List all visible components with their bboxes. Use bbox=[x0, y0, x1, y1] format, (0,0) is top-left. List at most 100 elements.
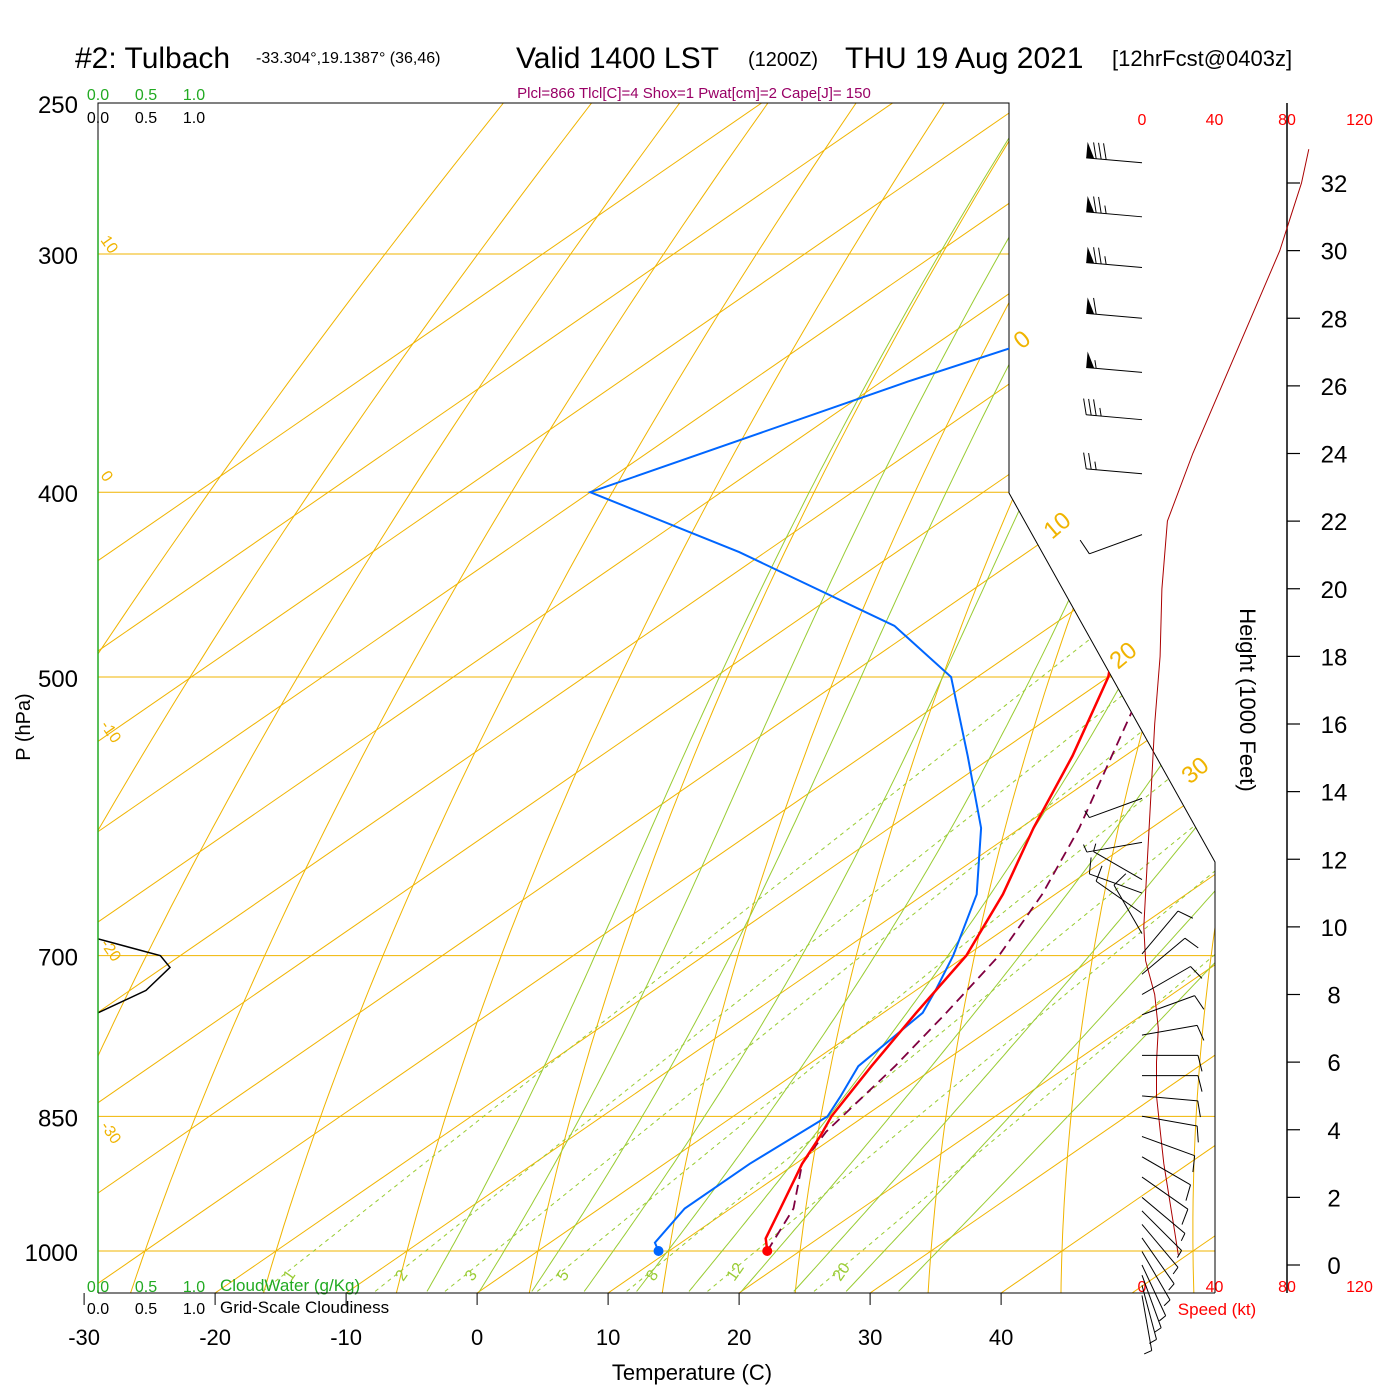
x-tick-label: 30 bbox=[858, 1325, 882, 1350]
mixing-ratio-line bbox=[707, 491, 1215, 1292]
height-tick-label: 0 bbox=[1327, 1253, 1340, 1280]
wind-barb-half-feather bbox=[1180, 1233, 1186, 1242]
wind-barb-feather bbox=[1093, 297, 1097, 315]
wind-barb-staff bbox=[1141, 995, 1195, 1016]
wind-barb-feather bbox=[1098, 142, 1102, 160]
wind-barb bbox=[1141, 1115, 1199, 1143]
wind-barb bbox=[1086, 141, 1143, 164]
wind-barb-half-feather bbox=[1172, 1267, 1179, 1275]
isotherm-line bbox=[98, 103, 1215, 1293]
wind-barb-feather bbox=[1190, 966, 1203, 979]
wind-barb-feather bbox=[1088, 857, 1092, 874]
wind-barb bbox=[1086, 351, 1143, 373]
wind-barb bbox=[1141, 1210, 1183, 1258]
pressure-tick-label: 400 bbox=[38, 481, 78, 508]
height-tick-label: 22 bbox=[1321, 509, 1348, 536]
speed-profile-line bbox=[1143, 149, 1310, 1255]
speed-tick-bottom: 80 bbox=[1278, 1279, 1296, 1296]
dry-adiabat-label: -30 bbox=[97, 1119, 124, 1148]
dry-adiabat-label: -10 bbox=[97, 718, 124, 747]
mixing-ratio-line bbox=[626, 491, 1215, 1292]
isotherm-line bbox=[98, 103, 1215, 1293]
wind-barb bbox=[1093, 843, 1143, 880]
x-tick-label: -30 bbox=[68, 1325, 100, 1350]
wind-barb-half-feather bbox=[1094, 461, 1097, 470]
dry-adiabat-label: -20 bbox=[97, 936, 124, 965]
isotherm-line bbox=[476, 103, 1215, 1293]
wind-panel: 0246810121416182022242628303200404080801… bbox=[1079, 103, 1373, 1355]
cloudiness-line bbox=[98, 938, 172, 1014]
wind-barb-flag bbox=[1086, 141, 1095, 159]
cloudiness-scale-top: 0.5 bbox=[135, 110, 157, 127]
wind-barb-flag bbox=[1086, 297, 1095, 315]
wind-barb bbox=[1141, 1176, 1189, 1225]
wind-barb-staff bbox=[1141, 1156, 1191, 1186]
wind-barb-half-feather bbox=[1104, 256, 1107, 265]
wind-barb-feather bbox=[1196, 1025, 1205, 1041]
height-tick-label: 10 bbox=[1321, 915, 1348, 942]
wind-barb-feather bbox=[1113, 873, 1127, 886]
wind-barb-feather bbox=[1197, 1100, 1201, 1118]
wind-barb-staff bbox=[1141, 1210, 1182, 1251]
wind-barb-staff bbox=[1086, 312, 1143, 319]
wind-barb-staff bbox=[1086, 262, 1143, 269]
moist-adiabat-line bbox=[583, 103, 1215, 1292]
y-axis-label: P (hPa) bbox=[13, 693, 35, 760]
isotherm-line bbox=[98, 103, 1215, 1293]
wind-barb-staff bbox=[1095, 880, 1143, 914]
dry-adiabat-line bbox=[98, 103, 822, 1293]
speed-tick-bottom: 0 bbox=[1138, 1279, 1147, 1296]
wind-barb bbox=[1141, 1136, 1196, 1173]
plot-outline bbox=[97, 102, 1216, 1293]
isotherm-line bbox=[98, 103, 1215, 1293]
height-axis-label: Height (1000 Feet) bbox=[1235, 608, 1260, 791]
indices-text: Plcl=866 Tlcl[C]=4 Shox=1 Pwat[cm]=2 Cap… bbox=[517, 85, 871, 102]
valid-time: Valid 1400 LST bbox=[516, 42, 719, 75]
speed-tick-bottom: 40 bbox=[1206, 1279, 1224, 1296]
wind-barb bbox=[1141, 1274, 1162, 1333]
dry-adiabat-line bbox=[118, 103, 904, 1293]
isotherm-line bbox=[98, 103, 1215, 1293]
wind-barb bbox=[1079, 534, 1143, 555]
wind-barb-half-feather bbox=[1099, 407, 1102, 417]
mixing-ratio-label: 12 bbox=[724, 1260, 748, 1284]
cloudiness-legend: Grid-Scale Cloudiness bbox=[220, 1298, 389, 1317]
pressure-tick-label: 1000 bbox=[25, 1240, 78, 1267]
cloudiness-scale-bottom: 1.0 bbox=[183, 1301, 205, 1318]
wind-barb-half-feather bbox=[1143, 1350, 1152, 1355]
moist-adiabat-line bbox=[688, 103, 1215, 1292]
wind-barb-feather bbox=[1098, 247, 1102, 265]
location-text: -33.304°,19.1387° (36,46) bbox=[256, 50, 440, 67]
x-tick-label: -10 bbox=[330, 1325, 362, 1350]
wind-barb-feather bbox=[1088, 398, 1092, 416]
dry-adiabat-line bbox=[98, 103, 739, 1293]
wind-barb bbox=[1095, 865, 1143, 914]
height-tick-label: 18 bbox=[1321, 644, 1348, 671]
wind-barb-staff bbox=[1093, 851, 1143, 880]
wind-barb bbox=[1083, 452, 1143, 475]
forecast-text: [12hrFcst@0403z] bbox=[1112, 46, 1292, 71]
cloudwater-legend: CloudWater (g/Kg) bbox=[220, 1276, 360, 1295]
wind-barb-feather bbox=[1194, 995, 1205, 1010]
wind-barb-staff bbox=[1141, 1251, 1171, 1301]
x-tick-label: -20 bbox=[199, 1325, 231, 1350]
cloudwater-scale-bottom: 1.0 bbox=[183, 1279, 205, 1296]
wind-barb-feather bbox=[1093, 399, 1097, 416]
wind-barb bbox=[1141, 1264, 1167, 1322]
wind-barb bbox=[1086, 297, 1143, 319]
wind-barb bbox=[1141, 1024, 1205, 1041]
background-lines bbox=[98, 103, 1215, 1293]
height-tick-label: 16 bbox=[1321, 712, 1348, 739]
wind-barb bbox=[1141, 1156, 1191, 1201]
wind-barb-staff bbox=[1141, 1115, 1198, 1127]
speed-tick-top: 120 bbox=[1346, 112, 1373, 129]
wind-barb-staff bbox=[1141, 1274, 1162, 1328]
wind-barb-half-feather bbox=[1158, 1315, 1166, 1322]
wind-barb bbox=[1086, 246, 1143, 269]
cloudwater-scale-top: 0.5 bbox=[135, 87, 157, 104]
wind-barb-feather bbox=[1088, 452, 1092, 470]
wind-barb-staff bbox=[1141, 1264, 1167, 1316]
wind-barb-staff bbox=[1141, 1196, 1186, 1234]
wind-barb bbox=[1083, 398, 1143, 421]
wind-barb-feather bbox=[1083, 398, 1087, 415]
